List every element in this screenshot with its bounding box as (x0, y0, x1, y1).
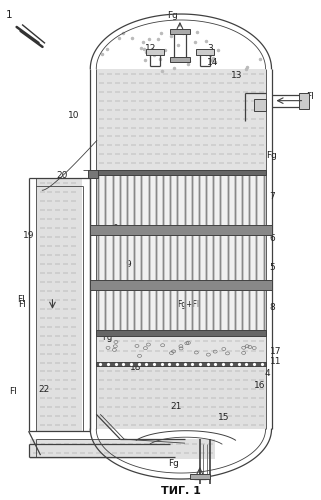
Text: 12: 12 (145, 44, 156, 54)
Text: 11: 11 (270, 357, 281, 366)
Text: Fl: Fl (19, 300, 26, 310)
Text: ΤИГ. 1: ΤИГ. 1 (161, 486, 201, 496)
Bar (30, 439, 215, 459)
Text: Fg+Fl: Fg+Fl (177, 300, 199, 310)
Bar (96, 290, 265, 330)
Text: 10: 10 (68, 111, 80, 120)
Text: 17: 17 (270, 347, 281, 356)
Text: 9: 9 (125, 260, 131, 270)
Bar (37, 178, 82, 431)
Bar (170, 57, 190, 62)
Text: 13: 13 (231, 72, 242, 80)
Text: 4: 4 (265, 369, 270, 378)
Text: Fl: Fl (306, 92, 314, 101)
Text: 5: 5 (270, 264, 275, 272)
Text: 7: 7 (270, 192, 275, 200)
Text: 20: 20 (56, 171, 68, 180)
Text: 22: 22 (39, 385, 50, 394)
Bar (190, 474, 210, 479)
Text: 14: 14 (207, 58, 218, 68)
Text: Fg: Fg (102, 333, 112, 342)
Text: 16: 16 (254, 381, 265, 390)
Bar (96, 362, 265, 366)
Bar (96, 69, 265, 170)
Bar (254, 98, 265, 110)
Bar (90, 280, 272, 290)
Bar (196, 49, 214, 55)
Bar (96, 366, 265, 429)
Text: 2: 2 (112, 224, 118, 232)
Bar (88, 170, 98, 178)
Bar (96, 170, 265, 175)
Text: Fg: Fg (167, 10, 178, 20)
Bar (170, 29, 190, 34)
Text: Fg: Fg (168, 458, 179, 468)
Bar (90, 225, 272, 235)
Text: 1: 1 (6, 10, 12, 20)
Bar (96, 330, 265, 336)
Text: Fl: Fl (9, 387, 16, 396)
Bar (96, 176, 265, 225)
Text: Fl: Fl (18, 296, 25, 304)
Bar (96, 235, 265, 280)
Text: 21: 21 (170, 402, 181, 411)
Bar (96, 336, 265, 361)
Text: 19: 19 (22, 230, 34, 239)
Bar (299, 92, 309, 108)
Text: 18: 18 (130, 363, 142, 372)
Text: 6: 6 (270, 234, 275, 242)
Text: 15: 15 (218, 413, 229, 422)
Bar (146, 49, 164, 55)
Text: Fg: Fg (266, 151, 277, 160)
Text: 8: 8 (270, 303, 275, 312)
Text: 3: 3 (207, 44, 213, 54)
